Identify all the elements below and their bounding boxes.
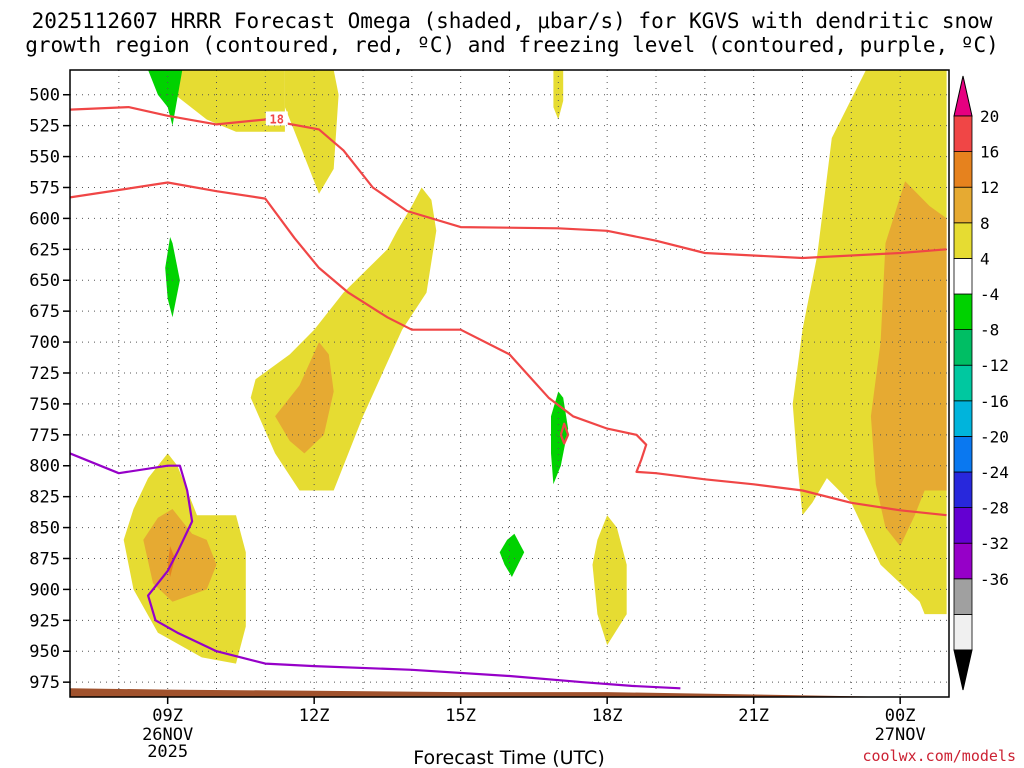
colorbar-bin-1 bbox=[953, 578, 973, 615]
x-tick-label-15: 15Z bbox=[445, 706, 476, 726]
colorbar-bin-4 bbox=[953, 471, 973, 508]
y-tick-label-950: 950 bbox=[29, 642, 60, 662]
terrain-ground bbox=[70, 688, 949, 697]
colorbar-label-7: -12 bbox=[980, 356, 1009, 375]
x-tick-sublabel-9-0: 26NOV bbox=[142, 725, 193, 745]
colorbar-over-triangle bbox=[953, 75, 973, 117]
colorbar-label-13: 16 bbox=[980, 143, 999, 162]
y-tick-label-750: 750 bbox=[29, 395, 60, 415]
terrain bbox=[70, 688, 949, 697]
colorbar-bin-10 bbox=[953, 257, 973, 295]
colorbar-bin-2 bbox=[953, 542, 973, 580]
colorbar-bin-9 bbox=[953, 293, 973, 330]
colorbar-label-6: -16 bbox=[980, 392, 1009, 411]
x-tick-label-12: 12Z bbox=[299, 706, 330, 726]
omega-region-3 bbox=[250, 187, 437, 491]
colorbar-label-8: -8 bbox=[980, 321, 999, 340]
x-tick-label-9: 09Z bbox=[152, 706, 183, 726]
y-tick-label-875: 875 bbox=[29, 549, 60, 569]
omega-region-1 bbox=[284, 70, 339, 194]
colorbar-label-3: -28 bbox=[980, 499, 1009, 518]
y-tick-label-550: 550 bbox=[29, 148, 60, 168]
omega-region-12 bbox=[165, 237, 180, 318]
x-tick-label-21: 21Z bbox=[738, 706, 769, 726]
omega-region-9 bbox=[870, 181, 947, 547]
y-tick-label-600: 600 bbox=[29, 209, 60, 229]
x-tick-label-18: 18Z bbox=[592, 706, 623, 726]
colorbar-label-4: -24 bbox=[980, 463, 1009, 482]
contour-label-bg bbox=[265, 111, 288, 126]
contour-line-2 bbox=[559, 422, 570, 445]
colorbar-under-triangle bbox=[953, 649, 973, 691]
colorbar-label-9: -4 bbox=[980, 285, 999, 304]
y-tick-label-525: 525 bbox=[29, 117, 60, 137]
y-tick-label-925: 925 bbox=[29, 611, 60, 631]
y-tick-label-975: 975 bbox=[29, 673, 60, 693]
contour-line-1 bbox=[70, 181, 947, 517]
y-tick-label-650: 650 bbox=[29, 271, 60, 291]
omega-region-14 bbox=[499, 533, 525, 577]
y-tick-label-625: 625 bbox=[29, 240, 60, 260]
colorbar: -36 -32 -28 -24 -20 -16 -12 -8 -4 4 8 12 16 20 bbox=[953, 75, 1009, 691]
y-axis: 500 525 550 575 600 625 650 675 700 725 750 775 800 8… bbox=[29, 86, 70, 693]
omega-region-13 bbox=[551, 391, 569, 485]
omega-region-7 bbox=[275, 342, 334, 454]
omega-shading bbox=[123, 70, 947, 664]
contour-line-0 bbox=[70, 105, 947, 260]
colorbar-label-1: -36 bbox=[980, 570, 1009, 589]
chart-title-line-2: growth region (contoured, red, ºC) and f… bbox=[25, 33, 999, 57]
colorbar-label-14: 20 bbox=[980, 107, 999, 126]
y-tick-label-700: 700 bbox=[29, 333, 60, 353]
y-tick-label-500: 500 bbox=[29, 86, 60, 106]
y-tick-label-675: 675 bbox=[29, 302, 60, 322]
colorbar-label-5: -20 bbox=[980, 427, 1009, 446]
credit-text[interactable]: coolwx.com/models bbox=[862, 747, 1016, 765]
omega-region-5 bbox=[592, 515, 627, 646]
colorbar-bin-13 bbox=[953, 151, 973, 188]
colorbar-label-12: 12 bbox=[980, 178, 999, 197]
plot-frame bbox=[69, 69, 950, 698]
colorbar-bin-14 bbox=[953, 115, 973, 152]
colorbar-bin-0 bbox=[953, 614, 973, 651]
y-tick-label-575: 575 bbox=[29, 178, 60, 198]
omega-region-0 bbox=[167, 70, 285, 132]
chart-title-line-1: 2025112607 HRRR Forecast Omega (shaded, … bbox=[32, 9, 993, 33]
colorbar-label-2: -32 bbox=[980, 534, 1009, 553]
y-tick-label-900: 900 bbox=[29, 580, 60, 600]
temperature-contours: 18 bbox=[70, 105, 947, 690]
colorbar-bin-3 bbox=[953, 507, 973, 544]
x-tick-sublabel-9-1: 2025 bbox=[147, 742, 188, 762]
y-tick-label-800: 800 bbox=[29, 457, 60, 477]
y-tick-label-825: 825 bbox=[29, 488, 60, 508]
colorbar-bin-12 bbox=[953, 186, 973, 224]
omega-region-11 bbox=[148, 70, 183, 126]
x-tick-sublabel-24-0: 27NOV bbox=[875, 725, 926, 745]
colorbar-bin-11 bbox=[953, 222, 973, 259]
contour-label: 18 bbox=[270, 112, 284, 126]
colorbar-bin-8 bbox=[953, 329, 973, 366]
grid bbox=[70, 70, 949, 697]
colorbar-label-11: 8 bbox=[980, 214, 990, 233]
colorbar-bin-5 bbox=[953, 435, 973, 473]
contour-line-3 bbox=[70, 452, 681, 690]
y-tick-label-775: 775 bbox=[29, 426, 60, 446]
x-tick-label-24: 00Z bbox=[885, 706, 916, 726]
colorbar-bin-6 bbox=[953, 400, 973, 437]
colorbar-bin-7 bbox=[953, 364, 973, 402]
colorbar-label-10: 4 bbox=[980, 249, 990, 268]
y-tick-label-850: 850 bbox=[29, 519, 60, 539]
x-axis-label: Forecast Time (UTC) bbox=[413, 747, 604, 768]
y-tick-label-725: 725 bbox=[29, 364, 60, 384]
